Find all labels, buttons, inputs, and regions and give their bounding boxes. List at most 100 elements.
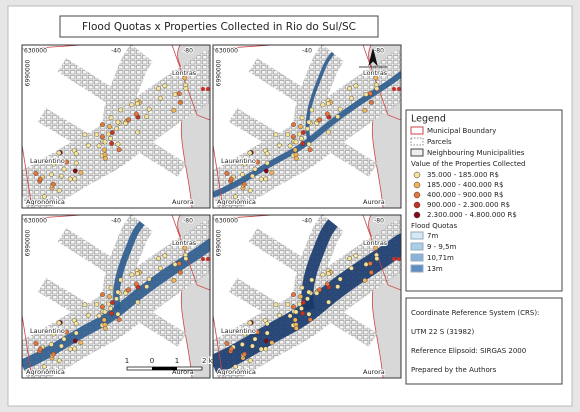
map-label: Agronômica xyxy=(26,198,65,206)
panel-frame xyxy=(21,44,211,209)
legend-swatch xyxy=(410,148,424,157)
property-point xyxy=(252,166,258,172)
property-point xyxy=(126,117,131,123)
property-point xyxy=(306,141,312,147)
map-label: -80 xyxy=(183,48,193,55)
property-point xyxy=(109,130,115,135)
property-point xyxy=(300,300,306,305)
property-point xyxy=(335,284,341,290)
legend-text: 900.000 - 2.300.000 R$ xyxy=(427,201,510,209)
property-point xyxy=(263,338,269,344)
property-point xyxy=(263,346,269,352)
property-point xyxy=(59,159,65,165)
legend-text: Prepared by the Authors xyxy=(411,366,497,374)
map-label: Lontras xyxy=(363,69,388,77)
map-label: Agronômica xyxy=(217,368,256,376)
legend-text: Municipal Boundary xyxy=(427,127,496,135)
map-label: Aurora xyxy=(172,368,194,376)
property-point xyxy=(353,83,359,89)
property-point xyxy=(129,102,135,108)
property-point xyxy=(290,304,296,310)
property-point xyxy=(367,91,373,96)
property-point xyxy=(263,168,269,174)
property-point xyxy=(59,329,65,335)
scale-label: 2 km xyxy=(202,357,220,365)
property-point xyxy=(37,176,43,182)
map-label: Aurora xyxy=(363,368,385,376)
property-point xyxy=(101,317,107,323)
property-point xyxy=(201,257,205,261)
property-point xyxy=(206,257,210,261)
property-point xyxy=(299,136,304,141)
legend-text: Parcels xyxy=(427,138,452,146)
property-point xyxy=(305,126,310,132)
property-point xyxy=(362,277,368,283)
property-point xyxy=(135,101,140,107)
property-point xyxy=(287,313,293,319)
legend-text: Legend xyxy=(411,114,446,125)
legend-text: 10,71m xyxy=(427,254,454,262)
legend-text: 7m xyxy=(427,232,438,240)
property-point xyxy=(177,270,183,275)
property-point xyxy=(337,276,343,282)
map-label: -80 xyxy=(374,48,384,55)
title-box xyxy=(59,15,379,38)
property-point xyxy=(73,151,79,157)
property-point xyxy=(171,277,177,283)
property-point xyxy=(374,256,380,261)
property-point xyxy=(298,124,303,130)
property-point xyxy=(100,122,105,127)
property-point xyxy=(317,287,322,293)
property-point xyxy=(337,106,343,112)
legend-symbol xyxy=(413,171,421,179)
parcels xyxy=(37,228,187,347)
property-point xyxy=(78,340,84,346)
property-point xyxy=(250,159,256,165)
municipal-boundary xyxy=(213,215,401,378)
map-label: Aurora xyxy=(172,198,194,206)
legend-text: Value of the Properties Collected xyxy=(411,160,525,168)
legend-text: 9 - 9,5m xyxy=(427,243,457,251)
scale-label: 1 xyxy=(175,357,179,365)
property-point xyxy=(273,302,279,308)
property-point xyxy=(101,147,107,153)
property-point xyxy=(108,306,113,311)
property-point xyxy=(115,141,121,147)
property-point xyxy=(349,95,354,101)
map-label: -40 xyxy=(302,48,312,55)
property-point xyxy=(300,140,306,146)
legend-swatch xyxy=(410,242,424,251)
property-point xyxy=(64,329,69,335)
property-point xyxy=(85,312,91,318)
property-point xyxy=(182,75,188,81)
map-label: Lontras xyxy=(172,69,197,77)
property-point xyxy=(324,111,330,117)
parcels xyxy=(22,49,210,208)
property-point xyxy=(326,299,332,305)
property-point xyxy=(102,325,108,331)
flood-area xyxy=(301,219,338,312)
property-point xyxy=(51,181,56,187)
property-point xyxy=(99,304,105,310)
property-point xyxy=(242,181,247,187)
property-point xyxy=(182,245,188,251)
scale-label: 0 xyxy=(150,357,154,365)
property-point xyxy=(85,142,91,148)
property-point xyxy=(291,122,296,127)
property-point xyxy=(162,253,168,259)
property-point xyxy=(269,340,275,346)
property-point xyxy=(67,176,73,182)
property-point xyxy=(176,261,182,266)
property-point xyxy=(314,120,320,126)
legend-text: Reference Elipsoid: SIRGAS 2000 xyxy=(411,347,526,355)
property-point xyxy=(61,166,67,172)
property-point xyxy=(276,142,282,148)
property-point xyxy=(144,114,150,120)
scale-bar xyxy=(152,367,177,370)
property-point xyxy=(102,155,108,161)
property-point xyxy=(82,302,88,308)
property-point xyxy=(156,256,161,261)
property-point xyxy=(158,265,163,271)
property-point xyxy=(73,160,79,166)
map-label: Lontras xyxy=(172,239,197,247)
